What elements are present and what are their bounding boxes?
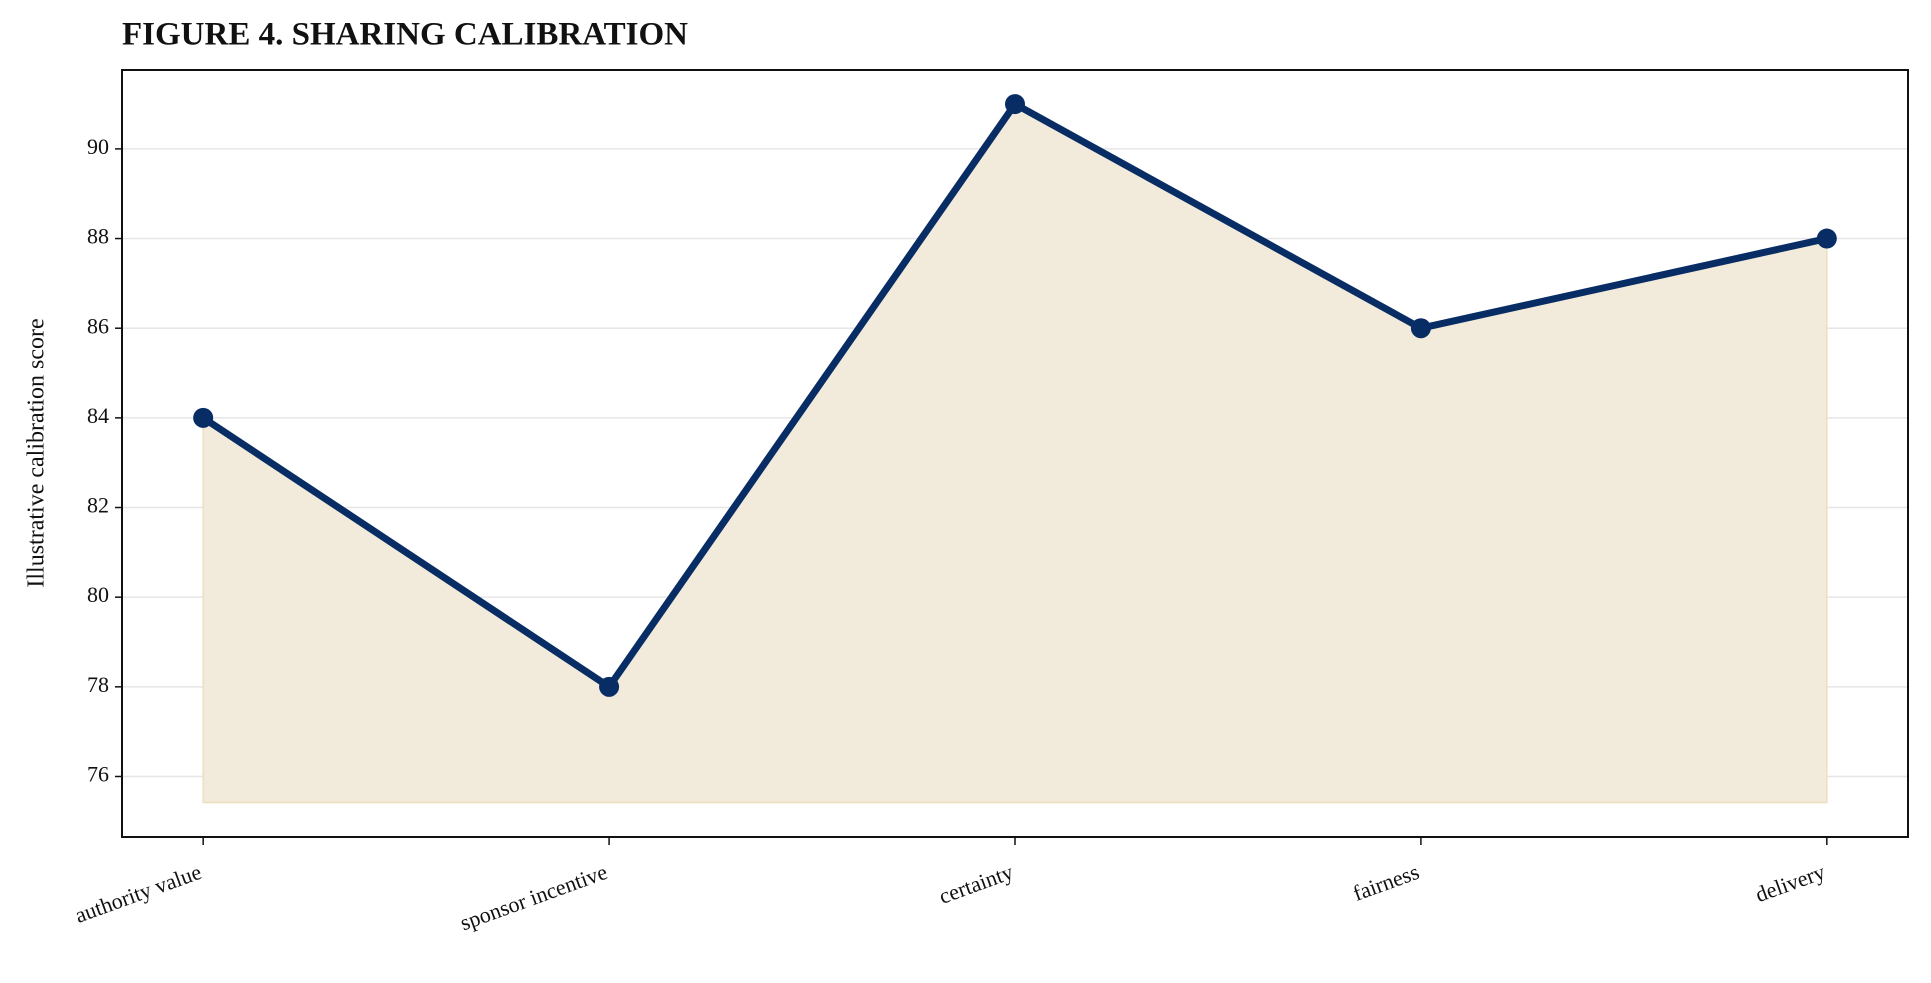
x-tick-label: authority value [71,859,204,928]
point [599,676,620,697]
y-axis-label: Illustrative calibration score [24,318,50,587]
y-tick-label: 86 [87,313,109,338]
y-tick-label: 76 [87,762,109,787]
y-tick-label: 88 [87,224,109,249]
x-tick-label: certainty [936,859,1017,909]
x-tick-label: delivery [1752,859,1828,907]
x-tick-label: sponsor incentive [457,859,611,935]
y-tick-label: 84 [87,403,109,428]
y-tick-label: 82 [87,493,109,518]
area [202,103,1828,804]
chart-title: FIGURE 4. SHARING CALIBRATION [122,17,688,53]
point [1005,94,1025,115]
point [1410,318,1431,339]
x-tick-label: fairness [1349,859,1422,906]
y-tick-label: 78 [87,672,109,697]
y-tick-label: 90 [87,134,109,159]
y-tick-label: 80 [87,582,109,607]
point [1816,228,1837,249]
point [193,407,214,428]
